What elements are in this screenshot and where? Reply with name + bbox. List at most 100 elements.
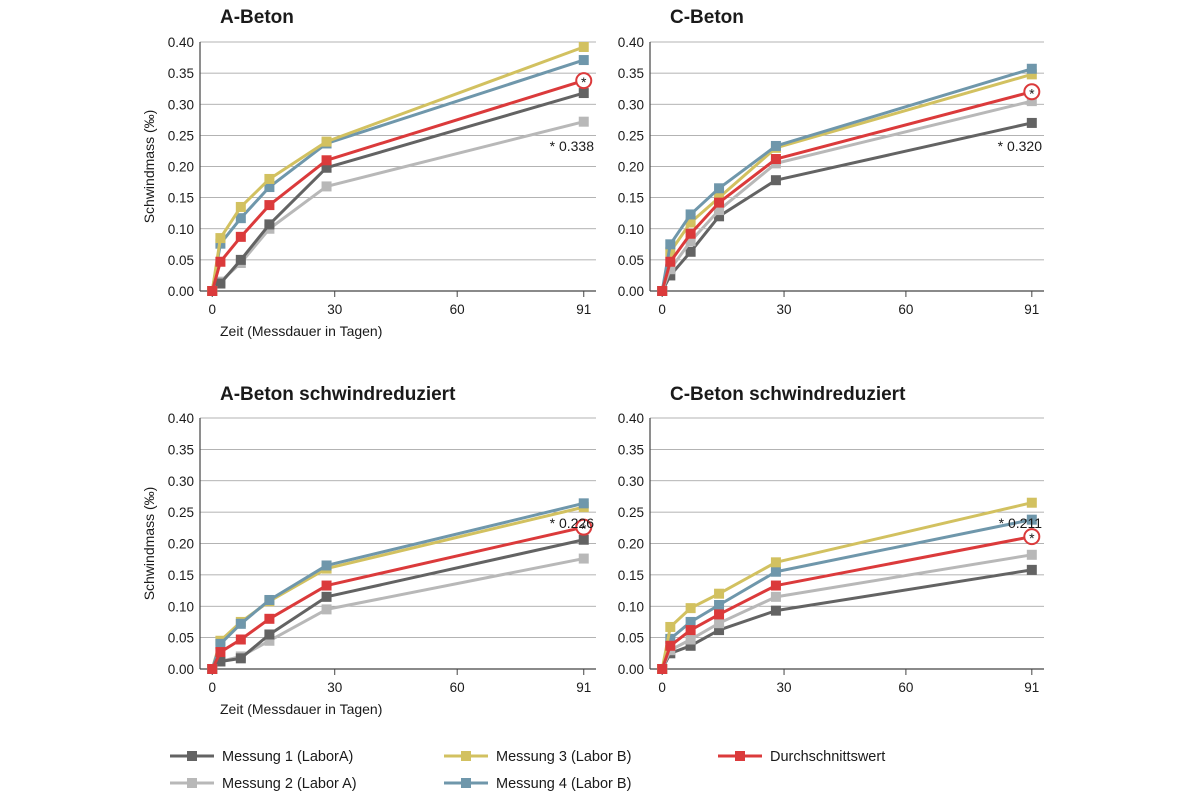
data-point — [235, 634, 246, 645]
series-line — [660, 501, 1033, 670]
asterisk-glyph: * — [1029, 85, 1035, 101]
series-messung-4-labor-b — [207, 498, 589, 674]
y-tick-label: 0.00 — [168, 662, 194, 677]
y-tick-label: 0.05 — [618, 631, 644, 646]
average-annotation: * 0.226 — [550, 515, 595, 531]
data-point — [207, 286, 218, 296]
data-point — [264, 629, 275, 640]
data-point — [657, 286, 668, 296]
average-end-circle — [1023, 83, 1041, 101]
legend-marker — [735, 751, 745, 761]
data-point — [770, 154, 781, 165]
average-annotation: * 0.338 — [550, 138, 595, 154]
y-tick-label: 0.05 — [168, 631, 194, 646]
data-point — [235, 213, 246, 224]
x-tick-label: 91 — [576, 680, 591, 695]
data-point — [714, 197, 725, 208]
y-axis-label: Schwindmass (‰) — [141, 110, 157, 224]
y-tick-label: 0.30 — [168, 97, 194, 112]
chart-title: C-Beton — [670, 7, 744, 28]
data-point — [770, 175, 781, 186]
y-tick-label: 0.35 — [168, 442, 194, 457]
chart-panels: A-Beton0.000.050.100.150.200.250.300.350… — [141, 7, 1044, 717]
series-line — [660, 67, 1033, 292]
data-point — [235, 653, 246, 664]
y-tick-label: 0.15 — [618, 191, 644, 206]
legend-item-messung-4-labor-b: Messung 4 (Labor B) — [444, 776, 631, 792]
x-tick-label: 0 — [208, 302, 216, 317]
x-axis-label: Zeit (Messdauer in Tagen) — [220, 323, 382, 339]
data-point — [215, 638, 226, 649]
chart-title: C-Beton schwindreduziert — [670, 384, 906, 405]
x-tick-label: 0 — [208, 680, 216, 695]
y-tick-label: 0.00 — [168, 284, 194, 299]
data-point — [264, 219, 275, 230]
y-tick-label: 0.35 — [168, 66, 194, 81]
x-axis: 0 30 60 91 — [208, 291, 591, 317]
data-point — [714, 618, 725, 629]
average-annotation: * 0.320 — [998, 138, 1043, 154]
y-tick-label: 0.35 — [618, 442, 644, 457]
average-end-marker: * — [1023, 528, 1041, 546]
average-end-circle — [575, 518, 593, 536]
data-point — [770, 591, 781, 602]
legend: Messung 1 (LaborA) Messung 2 (Labor A) Mes… — [170, 749, 885, 792]
data-point — [665, 239, 676, 250]
data-point — [215, 647, 226, 658]
data-point — [321, 604, 332, 615]
data-point — [685, 616, 696, 627]
data-point — [665, 640, 676, 651]
data-point — [215, 256, 226, 267]
y-tick-label: 0.30 — [168, 474, 194, 489]
x-tick-label: 60 — [898, 302, 913, 317]
chart-panel-c-beton-schwindreduziert: C-Beton schwindreduziert 0.00 0.05 0.10 0.15… — [618, 384, 1044, 695]
y-tick-label: 0.15 — [168, 191, 194, 206]
asterisk-glyph: * — [581, 74, 587, 90]
x-axis: 0 30 60 91 — [658, 669, 1039, 695]
y-tick-label: 0.30 — [618, 474, 644, 489]
chart-panel-c-beton: C-Beton0.000.050.100.150.200.250.300.350… — [618, 7, 1044, 317]
data-point — [685, 209, 696, 220]
data-point — [264, 635, 275, 646]
average-end-circle — [1023, 528, 1041, 546]
y-tick-label: 0.15 — [168, 568, 194, 583]
y-tick-label: 0.25 — [168, 128, 194, 143]
data-point — [264, 182, 275, 193]
x-tick-label: 91 — [576, 302, 591, 317]
series-messung-3-labor-b — [207, 502, 589, 674]
average-end-marker: * — [1023, 83, 1041, 101]
y-tick-label: 0.00 — [618, 284, 644, 299]
data-point — [207, 664, 218, 674]
series-group — [207, 41, 589, 296]
x-tick-label: 0 — [658, 680, 666, 695]
gridlines: 0.00 0.05 0.10 0.15 0.20 0.25 0.30 0.35 0.40 — [168, 35, 596, 299]
y-tick-label: 0.20 — [168, 160, 194, 175]
legend-marker — [187, 778, 197, 788]
y-tick-label: 0.25 — [168, 505, 194, 520]
data-point — [657, 664, 668, 674]
data-point — [264, 173, 275, 184]
y-tick-label: 0.10 — [618, 599, 644, 614]
data-point — [665, 621, 676, 632]
x-tick-label: 60 — [898, 680, 913, 695]
x-tick-label: 91 — [1024, 302, 1039, 317]
y-tick-label: 0.40 — [168, 35, 194, 50]
data-point — [578, 116, 589, 127]
data-point — [1026, 497, 1037, 508]
data-point — [770, 557, 781, 568]
data-point — [714, 625, 725, 636]
data-point — [665, 256, 676, 267]
data-point — [264, 594, 275, 605]
series-messung-4-labor-b — [657, 63, 1037, 296]
average-end-marker: * — [575, 518, 593, 537]
series-group — [657, 497, 1037, 674]
data-point — [1026, 63, 1037, 74]
chart-panel-a-beton: A-Beton0.000.050.100.150.200.250.300.350… — [141, 7, 596, 339]
series-messung-2-labor-a — [207, 553, 589, 674]
data-point — [235, 231, 246, 242]
y-tick-label: 0.10 — [168, 599, 194, 614]
x-axis: 0 30 60 91 — [208, 669, 591, 695]
data-point — [714, 205, 725, 216]
legend-label: Messung 2 (Labor A) — [222, 776, 357, 792]
data-point — [665, 633, 676, 644]
